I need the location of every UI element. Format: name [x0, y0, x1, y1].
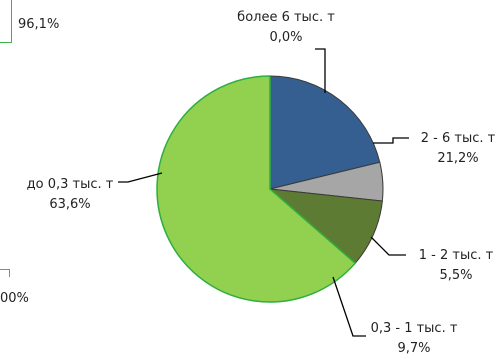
slice-value-label: 21,2% — [437, 151, 478, 166]
left-chart-fragment-top-value: 96,1% — [18, 17, 60, 32]
leader-line — [373, 137, 409, 144]
left-chart-fragment-bottom-value: 00% — [0, 291, 29, 306]
slice-value-label: 5,5% — [439, 268, 472, 283]
slice-category-label: 2 - 6 тыс. т — [421, 131, 496, 146]
pie-slice — [156, 75, 357, 303]
slice-category-label: 0,3 - 1 тыс. т — [371, 321, 458, 336]
leader-line — [332, 276, 366, 337]
leader-line — [370, 236, 406, 256]
leader-line — [118, 172, 163, 183]
pie-slices — [156, 75, 384, 303]
slice-category-label: более 6 тыс. т — [237, 10, 335, 25]
slice-category-label: 1 - 2 тыс. т — [419, 248, 494, 263]
slice-category-label: до 0,3 тыс. т — [27, 177, 114, 192]
slice-value-label: 63,6% — [49, 197, 90, 212]
pie-slice — [269, 75, 381, 190]
slice-value-label: 9,7% — [397, 341, 430, 356]
left-chart-fragment-legend-swatch — [0, 0, 12, 43]
leader-lines — [118, 48, 409, 337]
slice-labels: более 6 тыс. т 0,0% 2 - 6 тыс. т 21,2% 1 - 2… — [27, 10, 496, 356]
left-chart-fragment-leader-line — [0, 269, 10, 277]
leader-line — [315, 48, 326, 93]
slice-value-label: 0,0% — [269, 30, 302, 45]
